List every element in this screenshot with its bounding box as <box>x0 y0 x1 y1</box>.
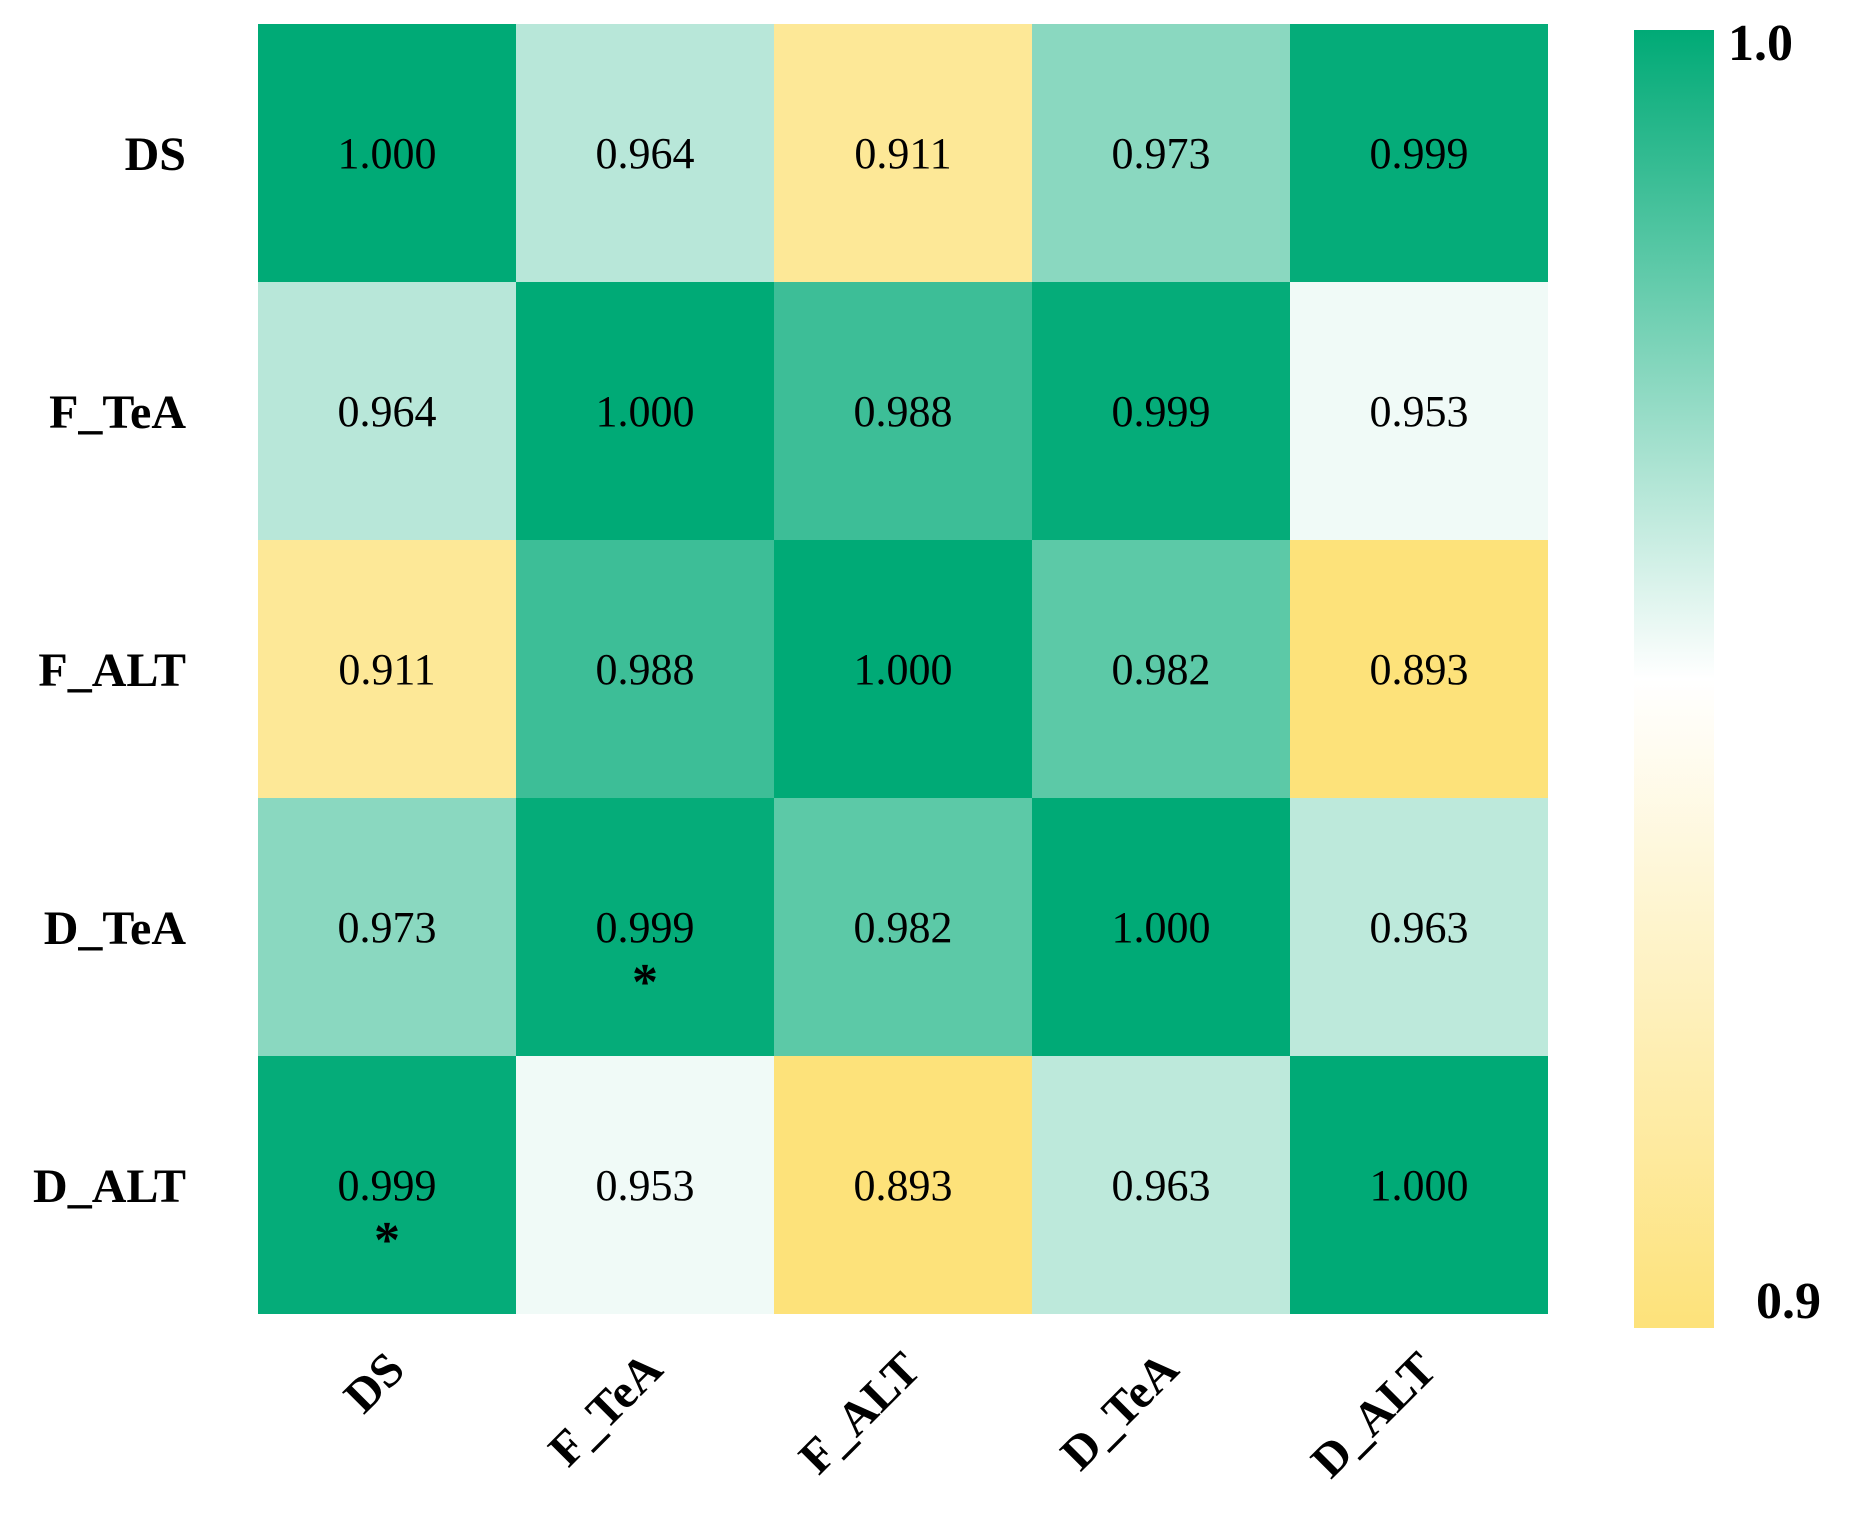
cell-value-label: 0.988 <box>596 645 695 694</box>
cell-value-label: 0.973 <box>338 903 437 952</box>
row-label: DS <box>125 128 186 181</box>
heatmap-cell <box>1032 1056 1290 1314</box>
heatmap-cell <box>774 24 1032 282</box>
cell-value-label: 0.953 <box>596 1161 695 1210</box>
heatmap-cell <box>258 540 516 798</box>
cell-value-label: 0.999 <box>596 903 695 952</box>
column-label: F_ALT <box>789 1342 931 1484</box>
cell-value-label: 1.000 <box>338 129 437 178</box>
heatmap-cell <box>258 798 516 1056</box>
cell-value-label: 0.999 <box>338 1161 437 1210</box>
heatmap-cells: 1.000 0.964 0.911 0.973 0.999 0.964 1.000 0.988… <box>258 24 1548 1314</box>
column-label: D_TeA <box>1051 1342 1189 1480</box>
heatmap-cell <box>774 798 1032 1056</box>
cell-value-label: 0.988 <box>854 387 953 436</box>
cell-value-label: 0.953 <box>1370 387 1469 436</box>
significance-mark: * <box>632 954 658 1011</box>
cell-value-label: 1.000 <box>1112 903 1211 952</box>
heatmap-cell <box>1032 282 1290 540</box>
colorbar-gradient <box>1634 30 1714 1328</box>
column-label: D_ALT <box>1301 1342 1447 1488</box>
column-label: F_TeA <box>538 1342 673 1477</box>
heatmap-cell <box>1290 24 1548 282</box>
heatmap-cell <box>516 540 774 798</box>
colorbar: 1.0 0.9 <box>1634 15 1821 1330</box>
cell-value-label: 0.893 <box>854 1161 953 1210</box>
cell-value-label: 0.964 <box>596 129 695 178</box>
heatmap-cell <box>774 540 1032 798</box>
cell-value-label: 0.973 <box>1112 129 1211 178</box>
heatmap-cell <box>774 1056 1032 1314</box>
cell-value-label: 0.999 <box>1112 387 1211 436</box>
column-labels: DS F_TeA F_ALT D_TeA D_ALT <box>334 1342 1447 1488</box>
cell-value-label: 0.982 <box>1112 645 1211 694</box>
row-label: F_TeA <box>49 386 186 439</box>
heatmap-cell <box>1032 24 1290 282</box>
heatmap-cell <box>1032 540 1290 798</box>
heatmap-cell <box>1032 798 1290 1056</box>
heatmap-cell <box>258 282 516 540</box>
colorbar-max-label: 1.0 <box>1728 15 1793 72</box>
heatmap-cell <box>1290 282 1548 540</box>
heatmap-cell <box>258 1056 516 1314</box>
cell-value-label: 0.911 <box>854 129 951 178</box>
row-labels: DS F_TeA F_ALT D_TeA D_ALT <box>33 128 186 1213</box>
cell-value-label: 0.963 <box>1112 1161 1211 1210</box>
heatmap-cell <box>1290 540 1548 798</box>
heatmap-cell <box>1290 1056 1548 1314</box>
cell-value-label: 0.999 <box>1370 129 1469 178</box>
row-label: F_ALT <box>38 644 186 697</box>
heatmap-cell <box>258 24 516 282</box>
cell-value-label: 0.893 <box>1370 645 1469 694</box>
row-label: D_ALT <box>33 1160 186 1213</box>
cell-value-label: 1.000 <box>854 645 953 694</box>
cell-value-label: 0.963 <box>1370 903 1469 952</box>
column-label: DS <box>334 1342 415 1423</box>
cell-value-label: 1.000 <box>596 387 695 436</box>
heatmap-cell <box>516 1056 774 1314</box>
cell-value-label: 0.964 <box>338 387 437 436</box>
cell-value-label: 1.000 <box>1370 1161 1469 1210</box>
colorbar-min-label: 0.9 <box>1756 1273 1821 1330</box>
heatmap-cell <box>516 24 774 282</box>
cell-value-label: 0.982 <box>854 903 953 952</box>
heatmap-cell <box>1290 798 1548 1056</box>
row-label: D_TeA <box>44 902 187 955</box>
cell-value-label: 0.911 <box>338 645 435 694</box>
heatmap-cell <box>516 282 774 540</box>
heatmap-cell <box>516 798 774 1056</box>
heatmap-cell <box>774 282 1032 540</box>
significance-mark: * <box>374 1212 400 1269</box>
